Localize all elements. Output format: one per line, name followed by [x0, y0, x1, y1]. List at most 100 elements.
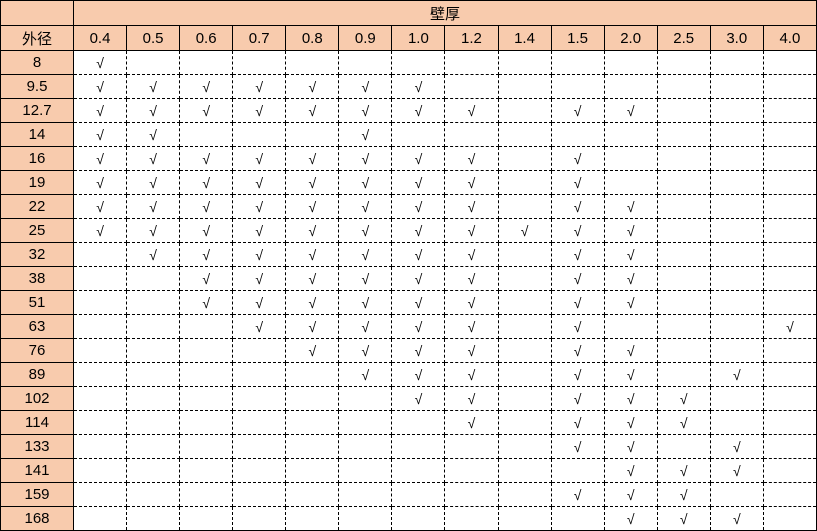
- column-header: 1.0: [391, 25, 446, 51]
- column-header: 0.5: [126, 25, 181, 51]
- empty-cell: [285, 458, 340, 483]
- empty-cell: [762, 338, 817, 363]
- outer-diameter-cell: 14: [0, 122, 74, 147]
- column-header: 1.5: [550, 25, 605, 51]
- check-cell: √: [232, 194, 287, 219]
- empty-cell: [72, 290, 128, 315]
- check-cell: √: [232, 218, 287, 243]
- table-row: 76 √ √ √ √ √ √: [0, 338, 817, 363]
- check-cell: √: [285, 170, 340, 195]
- check-cell: √: [338, 170, 393, 195]
- empty-cell: [232, 362, 287, 387]
- table-row: 19 √ √ √ √ √ √ √ √ √: [0, 170, 817, 195]
- check-cell: √: [550, 146, 605, 171]
- empty-cell: [444, 74, 499, 99]
- table-row: 14 √ √ √: [0, 122, 817, 147]
- check-cell: √: [709, 458, 764, 483]
- empty-cell: [497, 170, 552, 195]
- check-cell: √: [550, 386, 605, 411]
- empty-cell: [126, 314, 181, 339]
- check-cell: √: [72, 146, 128, 171]
- check-cell: √: [603, 266, 658, 291]
- empty-cell: [497, 506, 552, 531]
- check-cell: √: [232, 266, 287, 291]
- check-cell: √: [444, 290, 499, 315]
- empty-cell: [285, 50, 340, 75]
- empty-cell: [709, 482, 764, 507]
- table-row: 159 √ √ √: [0, 482, 817, 507]
- empty-cell: [179, 410, 234, 435]
- empty-cell: [497, 410, 552, 435]
- outer-diameter-cell: 102: [0, 386, 74, 411]
- empty-cell: [72, 506, 128, 531]
- table-row: 38 √ √ √ √ √ √ √ √: [0, 266, 817, 291]
- empty-cell: [762, 410, 817, 435]
- table-row: 168 √ √ √: [0, 506, 817, 531]
- empty-cell: [762, 170, 817, 195]
- outer-diameter-cell: 12.7: [0, 98, 74, 123]
- check-cell: √: [391, 74, 446, 99]
- empty-cell: [497, 434, 552, 459]
- empty-cell: [762, 290, 817, 315]
- empty-cell: [762, 242, 817, 267]
- wall-thickness-header: 壁厚: [73, 0, 817, 26]
- check-cell: √: [338, 290, 393, 315]
- empty-cell: [603, 146, 658, 171]
- column-header: 4.0: [762, 25, 817, 51]
- check-cell: √: [656, 386, 711, 411]
- empty-cell: [550, 122, 605, 147]
- check-cell: √: [72, 122, 128, 147]
- table-row: 22 √ √ √ √ √ √ √ √ √ √: [0, 194, 817, 219]
- check-cell: √: [550, 338, 605, 363]
- check-cell: √: [126, 98, 181, 123]
- empty-cell: [656, 98, 711, 123]
- empty-cell: [285, 506, 340, 531]
- empty-cell: [126, 458, 181, 483]
- empty-cell: [709, 98, 764, 123]
- check-cell: √: [338, 74, 393, 99]
- check-cell: √: [391, 146, 446, 171]
- outer-diameter-cell: 89: [0, 362, 74, 387]
- empty-cell: [762, 50, 817, 75]
- empty-cell: [179, 458, 234, 483]
- check-cell: √: [391, 266, 446, 291]
- column-header-row: 外径 0.4 0.5 0.6 0.7 0.8 0.9 1.0 1.2 1.4 1.5 2.0 2.5 3…: [0, 25, 817, 51]
- empty-cell: [285, 434, 340, 459]
- check-cell: √: [603, 218, 658, 243]
- empty-cell: [550, 50, 605, 75]
- check-cell: √: [285, 338, 340, 363]
- empty-cell: [656, 146, 711, 171]
- outer-diameter-cell: 25: [0, 218, 74, 243]
- empty-cell: [762, 194, 817, 219]
- check-cell: √: [232, 242, 287, 267]
- empty-cell: [444, 506, 499, 531]
- check-cell: √: [444, 362, 499, 387]
- table-row: 133 √ √ √: [0, 434, 817, 459]
- check-cell: √: [391, 290, 446, 315]
- empty-cell: [72, 242, 128, 267]
- group-header-row: 壁厚: [0, 0, 817, 26]
- check-cell: √: [338, 362, 393, 387]
- empty-cell: [285, 386, 340, 411]
- check-cell: √: [126, 146, 181, 171]
- empty-cell: [656, 314, 711, 339]
- check-cell: √: [285, 98, 340, 123]
- empty-cell: [603, 50, 658, 75]
- check-cell: √: [444, 314, 499, 339]
- empty-cell: [232, 386, 287, 411]
- empty-cell: [444, 434, 499, 459]
- empty-cell: [762, 362, 817, 387]
- check-cell: √: [338, 242, 393, 267]
- empty-cell: [709, 386, 764, 411]
- check-cell: √: [550, 314, 605, 339]
- check-cell: √: [603, 194, 658, 219]
- empty-cell: [179, 50, 234, 75]
- empty-cell: [72, 482, 128, 507]
- check-cell: √: [285, 266, 340, 291]
- empty-cell: [338, 434, 393, 459]
- column-header: 0.4: [72, 25, 128, 51]
- check-cell: √: [232, 98, 287, 123]
- column-header: 0.8: [285, 25, 340, 51]
- empty-cell: [709, 146, 764, 171]
- empty-cell: [762, 458, 817, 483]
